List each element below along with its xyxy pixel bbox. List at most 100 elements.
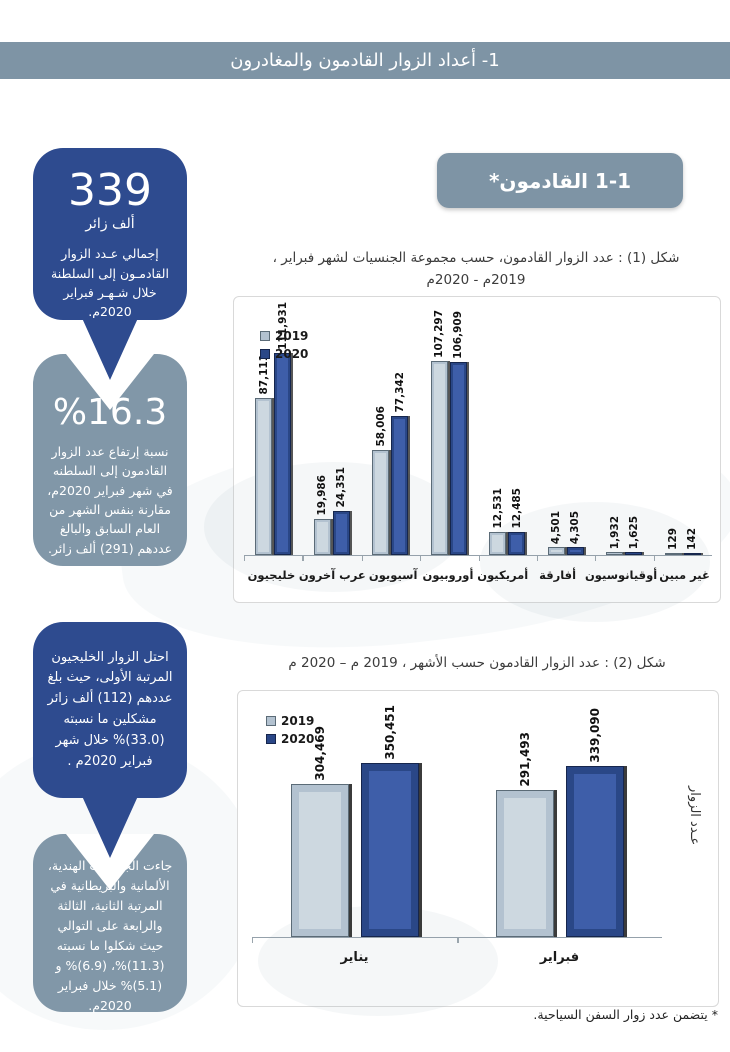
bar-column: 129 <box>664 301 682 555</box>
axis-tick <box>457 938 663 943</box>
bar-value-label: 1,625 <box>627 515 640 549</box>
category-label: أوقيانوسيون <box>584 568 658 582</box>
bar-group: 106,909 107,297 <box>420 301 479 555</box>
bar-value-label: 339,090 <box>587 708 602 763</box>
bar-column: 19,986 <box>313 301 331 555</box>
bar-column: 12,531 <box>489 301 507 555</box>
bar-value-label: 19,986 <box>316 475 329 516</box>
category-axis: فبراير يناير <box>252 946 662 968</box>
callout-unit: ألف زائر <box>85 216 135 233</box>
bar-bevel <box>569 550 581 552</box>
bar-value-label: 304,469 <box>312 726 327 781</box>
callout-text: إجمالي عـدد الزوار القادمـون إلى السلطنة… <box>51 246 169 320</box>
bar-2019 <box>495 790 554 937</box>
y-axis-title: عـدد الزوار <box>687 786 702 846</box>
bar-value-label: 4,501 <box>550 510 563 544</box>
bar-value-label: 106,909 <box>452 311 465 359</box>
legend-swatch-2019 <box>260 331 270 341</box>
bar-value-label: 129 <box>667 528 680 550</box>
bar-column: 4,501 <box>547 301 565 555</box>
axis-tick <box>536 556 595 561</box>
bar-column: 77,342 <box>391 301 409 555</box>
bar-bevel <box>503 798 546 929</box>
page-title-band: 1- أعداد الزوار القادمون والمغادرون <box>0 42 730 79</box>
category-label: آسيويون <box>368 568 418 582</box>
bar-2019 <box>664 553 682 555</box>
bar-group: 339,090 291,493 <box>475 705 645 937</box>
bar-column: 1,932 <box>606 301 624 555</box>
bar-group: 4,305 4,501 <box>537 301 596 555</box>
bar-bevel <box>550 550 562 552</box>
callout-tail <box>82 318 138 380</box>
chart-legend: 2019 2020 <box>260 329 308 361</box>
callout-text: احتل الزوار الخليجيون المرتبة الأولى، حي… <box>47 649 173 769</box>
bar-2020 <box>683 553 701 555</box>
bar-group: 12,485 12,531 <box>478 301 537 555</box>
axis-ticks <box>244 556 712 561</box>
bar-column: 339,090 <box>565 705 624 937</box>
legend-item-2020: 2020 <box>260 347 308 361</box>
category-axis: غير مبين أوقيانوسيون أفارقة أمريكيون أوروبيو… <box>244 562 712 588</box>
bar-column: 291,493 <box>495 705 554 937</box>
bar-value-label: 4,305 <box>569 510 582 544</box>
bar-column: 24,351 <box>332 301 350 555</box>
bar-column: 142 <box>683 301 701 555</box>
bar-column: 4,305 <box>566 301 584 555</box>
category-label: عرب آخرون <box>298 568 366 582</box>
bar-value-label: 77,342 <box>393 372 406 413</box>
bar-2019 <box>606 552 624 555</box>
category-label: أفارقة <box>539 568 577 582</box>
legend-label: 2019 <box>275 329 309 343</box>
legend-label: 2020 <box>281 732 315 746</box>
bar-2020 <box>391 416 409 555</box>
bar-2020 <box>449 362 467 555</box>
bar-bevel <box>433 364 445 552</box>
category-label: يناير <box>340 950 369 965</box>
bar-column: 58,006 <box>372 301 390 555</box>
callout-body: 339 ألف زائر إجمالي عـدد الزوار القادمـو… <box>33 148 187 320</box>
bar-group: 1,625 1,932 <box>595 301 654 555</box>
bar-2020 <box>360 762 419 937</box>
bar-2019 <box>547 547 565 555</box>
bar-group: 77,342 58,006 <box>361 301 420 555</box>
legend-swatch-2020 <box>260 349 270 359</box>
axis-tick <box>361 556 420 561</box>
bar-2020 <box>508 532 526 555</box>
bar-group: 24,351 19,986 <box>303 301 362 555</box>
bar-bevel <box>492 535 504 552</box>
bar-bevel <box>452 365 464 552</box>
axis-tick <box>252 938 458 943</box>
bar-bevel <box>258 401 270 552</box>
bar-bevel <box>375 453 387 552</box>
figure2-caption: شكل (2) : عدد الزوار القادمون حسب الأشهر… <box>237 653 717 675</box>
bar-column: 111,931 <box>274 301 292 555</box>
bar-column: 350,451 <box>360 705 419 937</box>
category-label: أمريكيون <box>477 568 529 582</box>
bar-column: 1,625 <box>625 301 643 555</box>
legend-item-2019: 2019 <box>260 329 308 343</box>
bar-group: 111,931 87,111 <box>244 301 303 555</box>
bar-column: 106,909 <box>449 301 467 555</box>
category-label: فبراير <box>539 950 580 965</box>
category-label: خليجيون <box>247 568 296 582</box>
bar-bevel <box>298 792 341 929</box>
bar-bevel <box>394 419 406 552</box>
axis-tick <box>478 556 537 561</box>
bar-2019 <box>290 784 349 937</box>
bar-column: 12,485 <box>508 301 526 555</box>
axis-ticks <box>252 938 662 943</box>
bar-bevel <box>277 356 289 552</box>
page-title: 1- أعداد الزوار القادمون والمغادرون <box>230 50 500 71</box>
plot-area: 339,090 291,493 350,451 304,469 <box>252 705 662 938</box>
bar-2020 <box>332 511 350 555</box>
figure1-caption-line2: 2019م - 2020م <box>426 271 526 288</box>
axis-tick <box>595 556 653 561</box>
section-title: 1-1 القادمون* <box>488 168 632 193</box>
legend-swatch-2020 <box>266 734 276 744</box>
callout-growth-rate: %16.3 نسبة إرتفاع عدد الزوار القادمون إل… <box>33 354 187 566</box>
callout-big-number: 339 <box>68 165 152 216</box>
figure1-caption: شكل (1) : عدد الزوار القادمون، حسب مجموع… <box>233 248 719 291</box>
legend-item-2019: 2019 <box>266 714 314 728</box>
bar-2019 <box>313 519 331 555</box>
bar-column: 87,111 <box>255 301 273 555</box>
